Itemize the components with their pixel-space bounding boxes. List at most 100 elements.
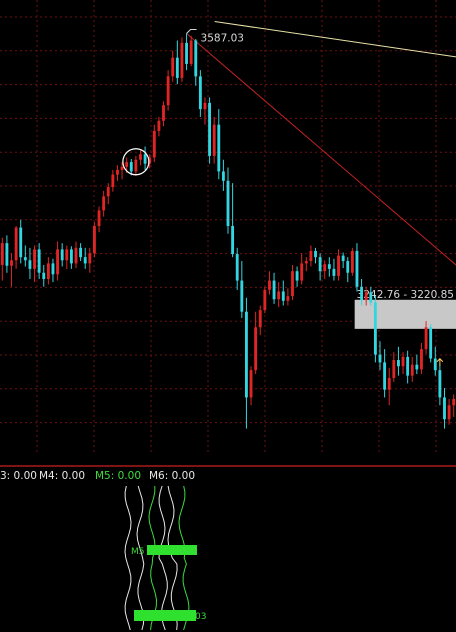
- legend-item-m6: M6: 0.00: [149, 470, 195, 482]
- candle-down: [69, 246, 73, 269]
- candle-up: [46, 257, 50, 285]
- overlay-block-upper: [147, 545, 197, 555]
- candle-up: [286, 288, 290, 306]
- candle-down: [327, 257, 331, 277]
- candle-body: [378, 354, 382, 363]
- candle-body: [272, 280, 276, 300]
- candle-up: [364, 286, 368, 306]
- candle-down: [318, 253, 322, 281]
- candle-body: [33, 249, 36, 269]
- candle-down: [281, 280, 285, 306]
- indicator-line: [158, 485, 168, 631]
- candle-up: [134, 155, 138, 177]
- candle-body: [383, 362, 387, 390]
- candle-down: [79, 243, 83, 262]
- candle-down: [406, 350, 410, 384]
- candle-down: [208, 97, 212, 164]
- candle-down: [272, 272, 276, 304]
- overlay-label-upper: M5: [131, 547, 145, 557]
- trend-lines: [186, 21, 456, 266]
- candle-body: [171, 57, 175, 77]
- candle-body: [19, 227, 23, 258]
- candle-body: [424, 327, 428, 350]
- candle-down: [355, 243, 359, 292]
- candle-down: [37, 243, 41, 279]
- candle-body: [281, 291, 285, 301]
- candle-up: [157, 116, 161, 137]
- candle-body: [268, 280, 271, 290]
- candle-up: [106, 183, 110, 205]
- candle-down: [28, 247, 32, 279]
- candle-body: [5, 243, 9, 266]
- candle-body: [318, 257, 322, 272]
- candle-body: [226, 180, 230, 226]
- candle-body: [263, 289, 267, 311]
- candle-body: [208, 102, 212, 156]
- candle-body: [28, 260, 32, 269]
- candle-body: [244, 311, 248, 398]
- candle-up: [323, 260, 327, 279]
- candle-body: [396, 360, 400, 367]
- candle-body: [14, 227, 18, 261]
- candle-up: [254, 311, 258, 375]
- candle-up: [447, 399, 451, 425]
- candle-up: [180, 37, 184, 82]
- candle-down: [369, 286, 373, 306]
- candle-body: [249, 370, 253, 398]
- candle-body: [231, 226, 235, 255]
- candle-down: [226, 167, 230, 234]
- candle-body: [369, 292, 373, 303]
- candle-body: [341, 255, 345, 262]
- candle-up: [350, 247, 354, 276]
- candle-body: [295, 271, 299, 281]
- candle-down: [360, 278, 364, 306]
- marker-circle: [122, 148, 150, 176]
- candle-body: [129, 162, 133, 172]
- candle-down: [332, 258, 336, 281]
- arrow-up-icon: [436, 358, 444, 366]
- candle-body: [46, 263, 50, 279]
- candle-body: [410, 364, 414, 376]
- candle-up: [97, 206, 101, 233]
- candle-up: [203, 97, 207, 125]
- candle-body: [134, 159, 138, 172]
- candle-body: [203, 102, 207, 110]
- candle-up: [92, 222, 96, 258]
- candle-down: [373, 296, 377, 363]
- indicator-line: [136, 485, 145, 631]
- price-range-label: 3242.76 - 3220.85: [357, 289, 454, 301]
- candle-body: [286, 296, 290, 301]
- candle-down: [198, 70, 202, 117]
- candle-body: [221, 171, 225, 181]
- candle-down: [143, 146, 147, 170]
- candle-down: [415, 354, 419, 375]
- candle-body: [240, 280, 244, 312]
- candle-body: [56, 249, 60, 275]
- candle-body: [0, 243, 4, 265]
- candle-body: [337, 255, 340, 276]
- candle-up: [212, 116, 216, 164]
- candle-down: [19, 219, 23, 264]
- candle-body: [180, 42, 184, 78]
- candle-up: [304, 257, 308, 272]
- candle-down: [443, 388, 446, 429]
- candle-body: [420, 349, 423, 370]
- candle-down: [185, 33, 188, 71]
- candle-body: [327, 264, 331, 269]
- candle-up: [166, 70, 170, 111]
- candle-up: [88, 247, 92, 273]
- candle-body: [106, 187, 110, 197]
- candle-body: [79, 247, 83, 258]
- candle-down: [194, 38, 198, 86]
- candle-up: [268, 271, 271, 295]
- candle-up: [309, 245, 313, 267]
- candle-down: [244, 297, 248, 429]
- candle-down: [23, 245, 27, 267]
- candle-up: [56, 241, 60, 281]
- candle-body: [392, 360, 396, 378]
- candle-body: [314, 250, 317, 258]
- candle-body: [194, 40, 198, 77]
- candle-body: [42, 272, 46, 279]
- trend-line-upper: [214, 21, 456, 58]
